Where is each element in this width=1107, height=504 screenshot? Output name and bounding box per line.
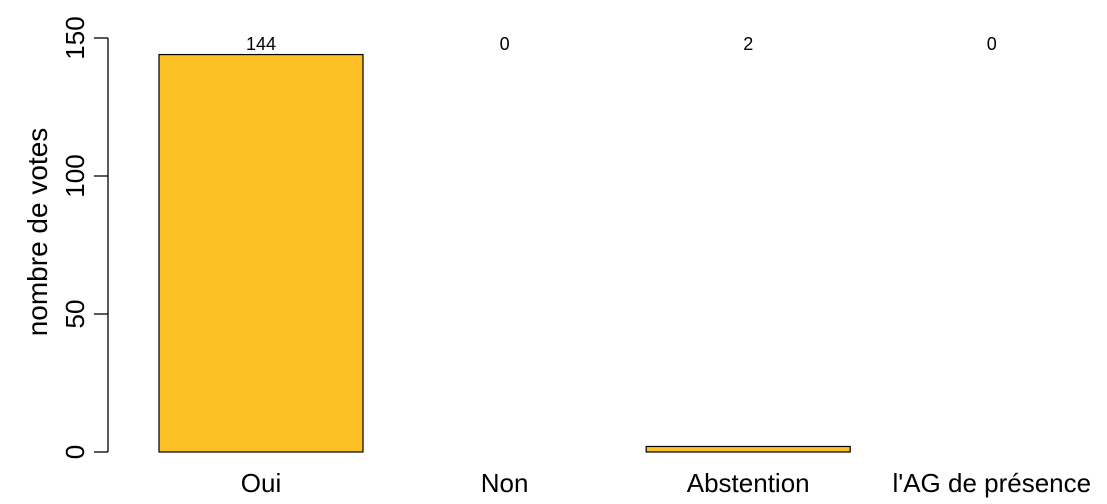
category-label: Abstention bbox=[687, 468, 810, 498]
y-tick-label: 50 bbox=[60, 300, 90, 329]
value-labels: 144 0 2 0 bbox=[246, 34, 997, 54]
category-label: Non bbox=[481, 468, 529, 498]
y-axis-title: nombre de votes bbox=[22, 128, 53, 337]
bar-value-label: 0 bbox=[500, 34, 510, 54]
bar bbox=[158, 53, 364, 453]
y-tick-label: 100 bbox=[60, 154, 90, 197]
bar-value-label: 2 bbox=[743, 34, 753, 54]
y-tick-label: 150 bbox=[60, 16, 90, 59]
y-axis: 0 50 100 150 bbox=[60, 16, 109, 459]
bar-value-label: 144 bbox=[246, 34, 276, 54]
bar bbox=[645, 445, 851, 453]
category-label: Oui bbox=[241, 468, 281, 498]
category-label: l'AG de présence bbox=[892, 468, 1091, 498]
category-labels: Oui Non Abstention l'AG de présence bbox=[241, 468, 1091, 498]
bars bbox=[158, 53, 851, 453]
y-tick-label: 0 bbox=[60, 445, 90, 459]
bar-value-label: 0 bbox=[987, 34, 997, 54]
